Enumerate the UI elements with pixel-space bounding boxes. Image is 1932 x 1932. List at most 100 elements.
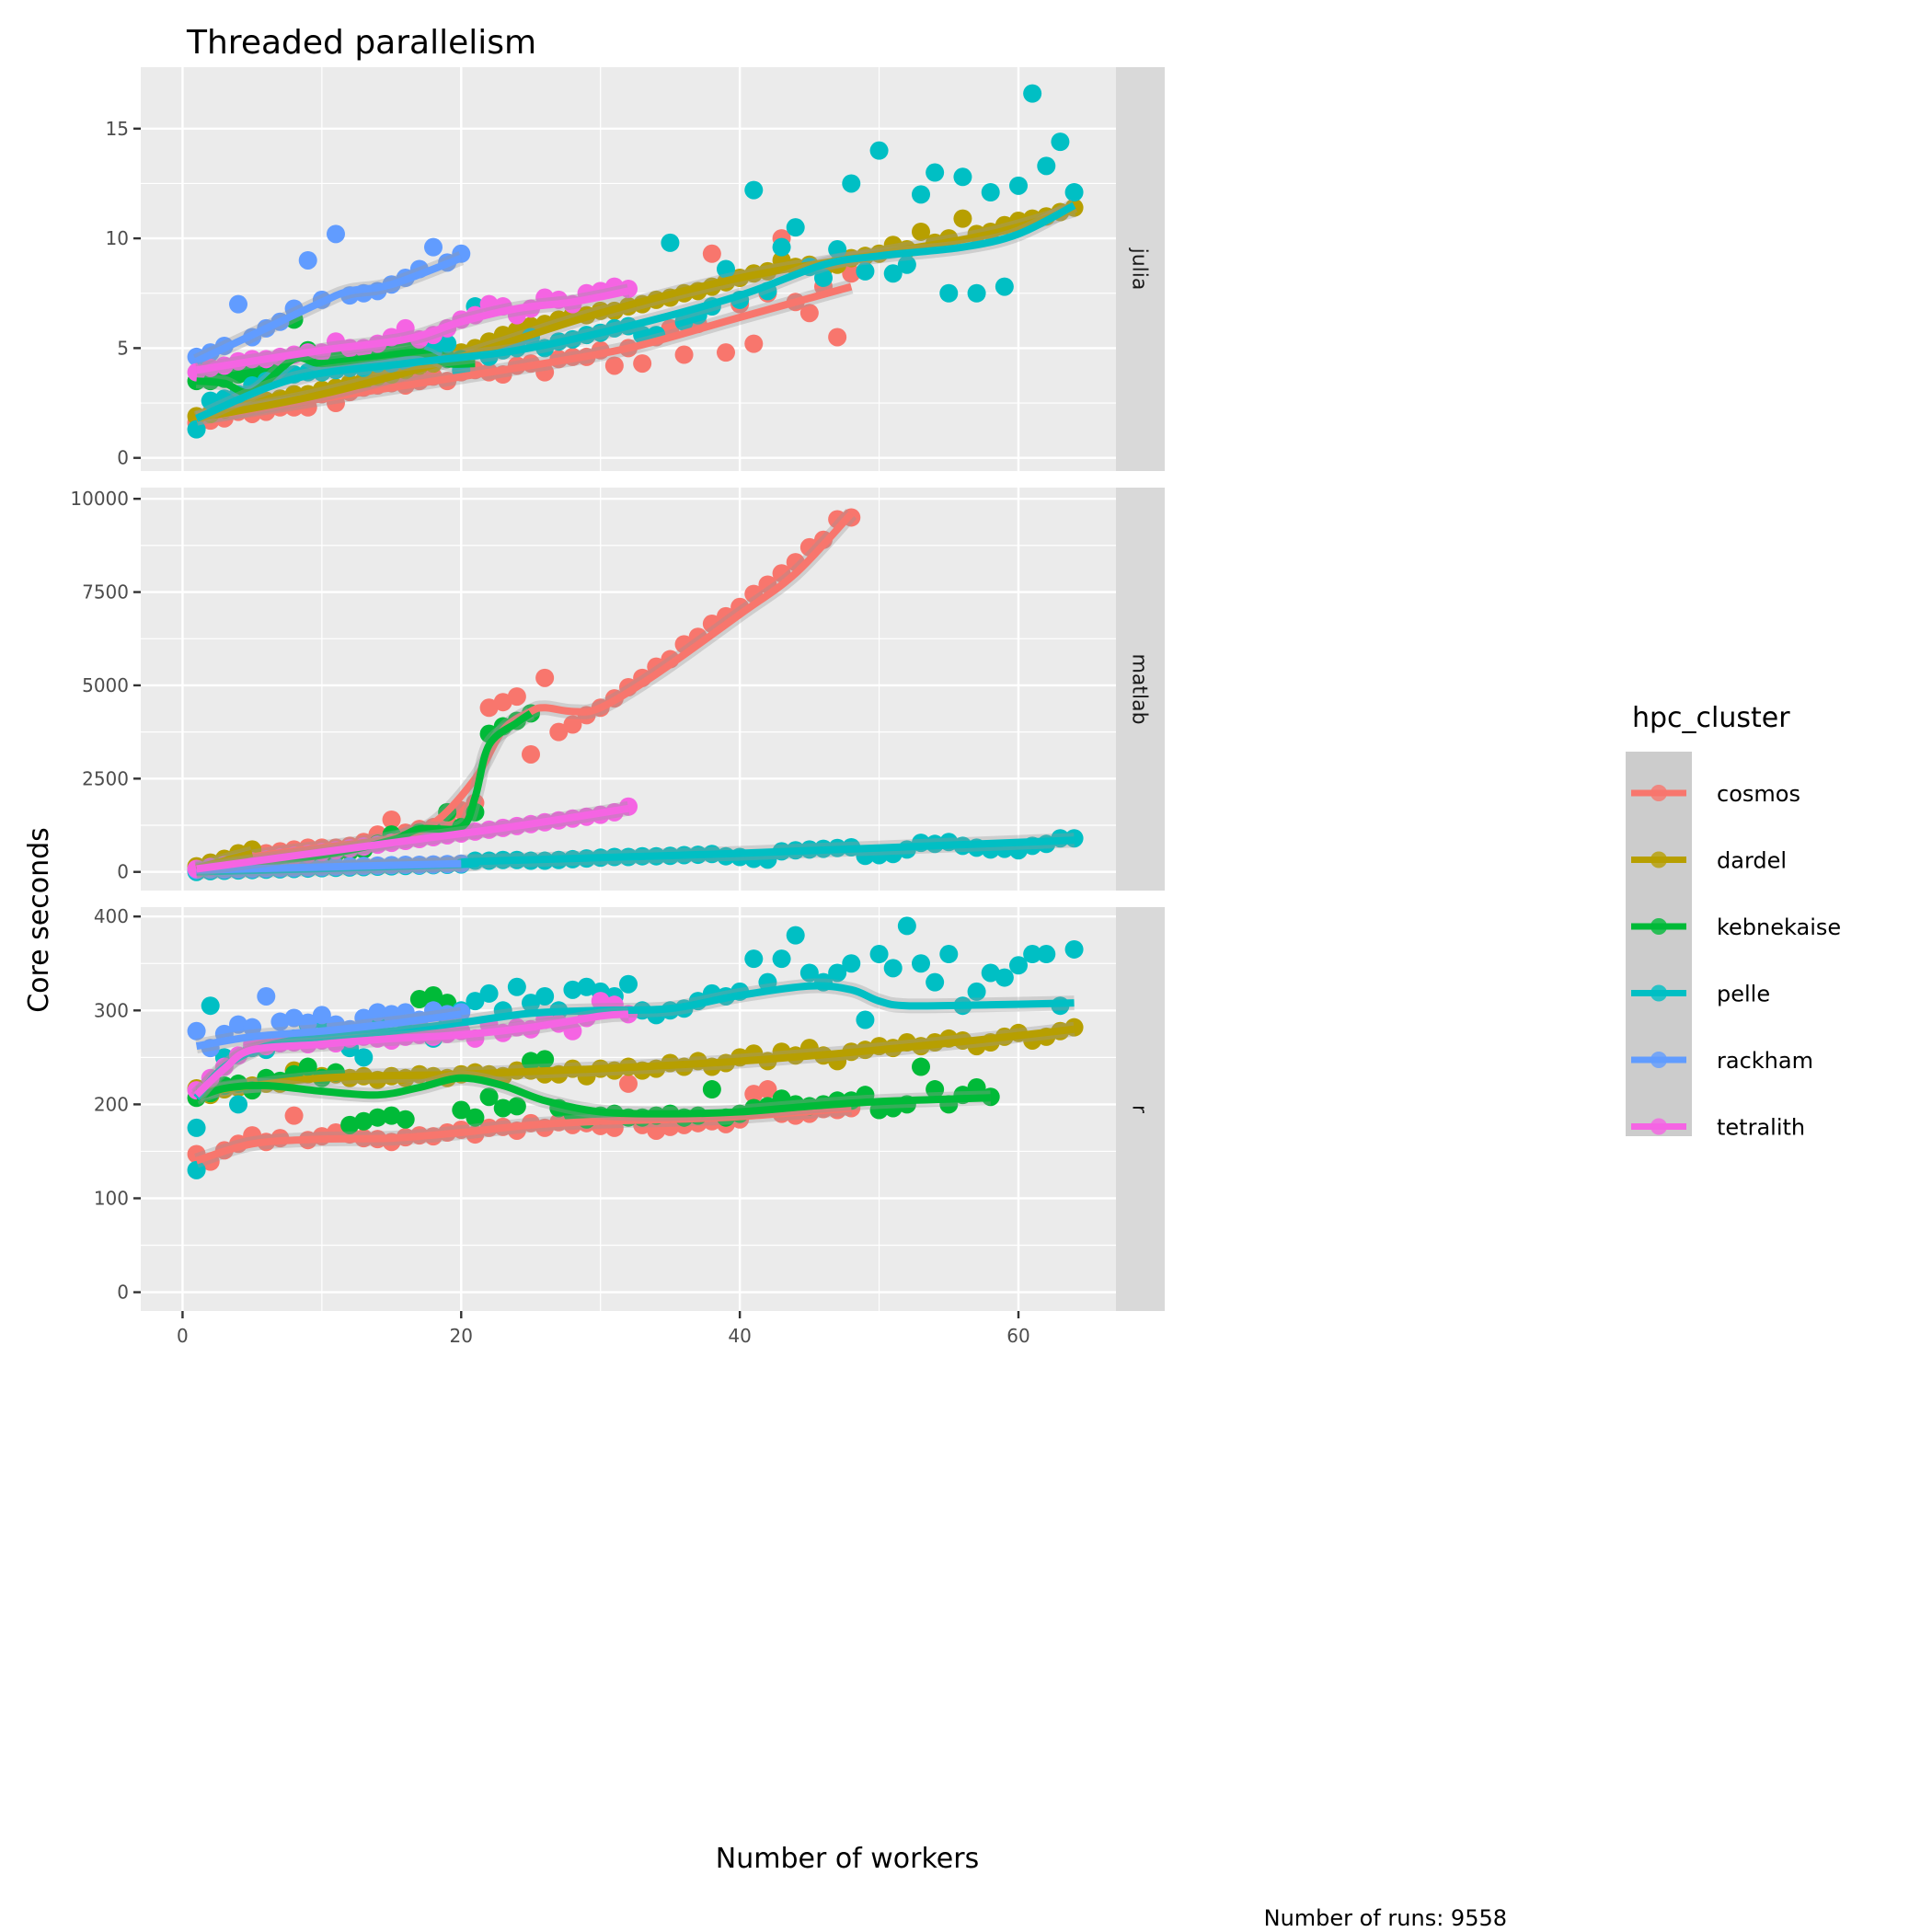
data-point-kebnekaise [507, 1097, 526, 1116]
facet-strip-label: r [1128, 1105, 1151, 1114]
plot-area [187, 84, 1084, 439]
data-point-cosmos [284, 1106, 304, 1125]
chart-title: Threaded parallelism [186, 24, 536, 62]
trend-line-tetralith [195, 287, 629, 374]
data-point-pelle [661, 233, 680, 252]
data-point-pelle [201, 391, 220, 410]
data-point-pelle [229, 1095, 247, 1114]
data-point-rackham [257, 986, 276, 1006]
data-point-tetralith [479, 294, 499, 314]
legend: hpc_cluster cosmos dardel kebnekaise pelle r… [1626, 702, 1841, 1141]
y-tick-label: 15 [106, 118, 129, 140]
data-point-pelle [814, 269, 833, 288]
facet-strip [1116, 907, 1165, 1311]
data-point-pelle [883, 264, 903, 283]
data-point-pelle [772, 237, 791, 257]
data-point-pelle [1064, 182, 1084, 201]
data-point-rackham [396, 1003, 415, 1022]
legend-key-background [1626, 752, 1692, 1136]
data-point-kebnekaise [926, 1080, 945, 1099]
y-tick-label: 7500 [82, 581, 129, 604]
legend-label: cosmos [1717, 781, 1800, 807]
y-tick-label: 2500 [82, 767, 129, 789]
legend-title: hpc_cluster [1632, 702, 1790, 734]
data-point-cosmos [493, 693, 512, 712]
trend-line-cosmos [195, 1104, 852, 1165]
legend-label: pelle [1717, 982, 1770, 1007]
data-point-dardel [953, 209, 972, 228]
data-point-rackham [424, 237, 443, 257]
data-point-dardel [772, 250, 791, 270]
data-point-pelle [187, 1160, 206, 1179]
data-point-pelle [799, 963, 819, 983]
data-point-kebnekaise [702, 1080, 721, 1099]
data-point-kebnekaise [354, 1111, 374, 1131]
data-point-pelle [744, 180, 764, 200]
data-point-pelle [479, 983, 499, 1003]
legend-key-point [1650, 1118, 1667, 1135]
data-point-rackham [354, 1008, 374, 1028]
data-point-pelle [897, 255, 916, 274]
data-point-cosmos [717, 343, 735, 362]
data-point-rackham [187, 1021, 206, 1041]
data-point-pelle [674, 312, 694, 331]
data-point-cosmos [507, 687, 526, 707]
data-point-pelle [744, 949, 764, 969]
data-point-pelle [967, 283, 986, 303]
data-point-pelle [1064, 939, 1084, 959]
data-point-pelle [1023, 945, 1042, 964]
data-point-cosmos [563, 715, 582, 734]
data-point-cosmos [702, 244, 721, 263]
data-point-pelle [842, 174, 861, 193]
trend-line-dardel [196, 1025, 1075, 1098]
trend-line-rackham [194, 254, 463, 365]
y-tick-label: 200 [94, 1093, 129, 1115]
trend-line-rackham [195, 1010, 462, 1051]
data-point-pelle [786, 926, 805, 945]
data-point-pelle [981, 963, 1000, 983]
legend-entry-dardel: dardel [1631, 848, 1787, 874]
data-point-kebnekaise [967, 1078, 986, 1098]
data-point-pelle [856, 1010, 875, 1029]
legend-key-point [1650, 918, 1667, 935]
y-tick-label: 5000 [82, 674, 129, 696]
data-point-cosmos [647, 1121, 666, 1140]
data-point-pelle [619, 974, 638, 994]
y-tick-label: 100 [94, 1187, 129, 1209]
data-point-tetralith [396, 318, 415, 338]
legend-entry-kebnekaise: kebnekaise [1631, 914, 1841, 940]
legend-key-point [1650, 1052, 1667, 1068]
plot-area [187, 508, 1084, 881]
facet-strip [1116, 67, 1165, 471]
data-point-pelle [717, 259, 735, 279]
data-point-cosmos [799, 304, 819, 323]
data-point-cosmos [828, 328, 847, 347]
data-point-pelle [1009, 956, 1028, 975]
data-point-pelle [563, 980, 582, 999]
data-point-kebnekaise [479, 1087, 499, 1107]
facet-panel-julia: 0 5 10 15 julia [106, 67, 1165, 471]
data-point-pelle [842, 954, 861, 973]
data-point-rackham [229, 294, 247, 314]
y-tick-label: 5 [117, 337, 129, 359]
data-point-pelle [953, 167, 972, 187]
facet-panel-r: 0 100 200 300 400 r [94, 905, 1165, 1311]
data-point-kebnekaise [493, 1098, 512, 1118]
legend-entry-rackham: rackham [1631, 1048, 1813, 1074]
data-point-tetralith [591, 992, 610, 1011]
trend-line-pelle [195, 201, 1076, 422]
data-point-pelle [772, 949, 791, 969]
data-point-pelle [633, 326, 652, 345]
data-point-rackham [243, 1018, 262, 1037]
data-point-pelle [1051, 132, 1070, 152]
data-point-pelle [1023, 84, 1042, 103]
data-point-pelle [926, 972, 945, 992]
y-tick-label: 10 [106, 227, 129, 249]
legend-key-point [1650, 984, 1667, 1002]
data-point-rackham [298, 1013, 317, 1032]
data-point-cosmos [842, 264, 861, 283]
data-point-cosmos [758, 1080, 777, 1099]
y-axis-title: Core seconds [23, 827, 55, 1013]
data-point-cosmos [744, 1085, 764, 1104]
y-tick-label: 400 [94, 905, 129, 927]
